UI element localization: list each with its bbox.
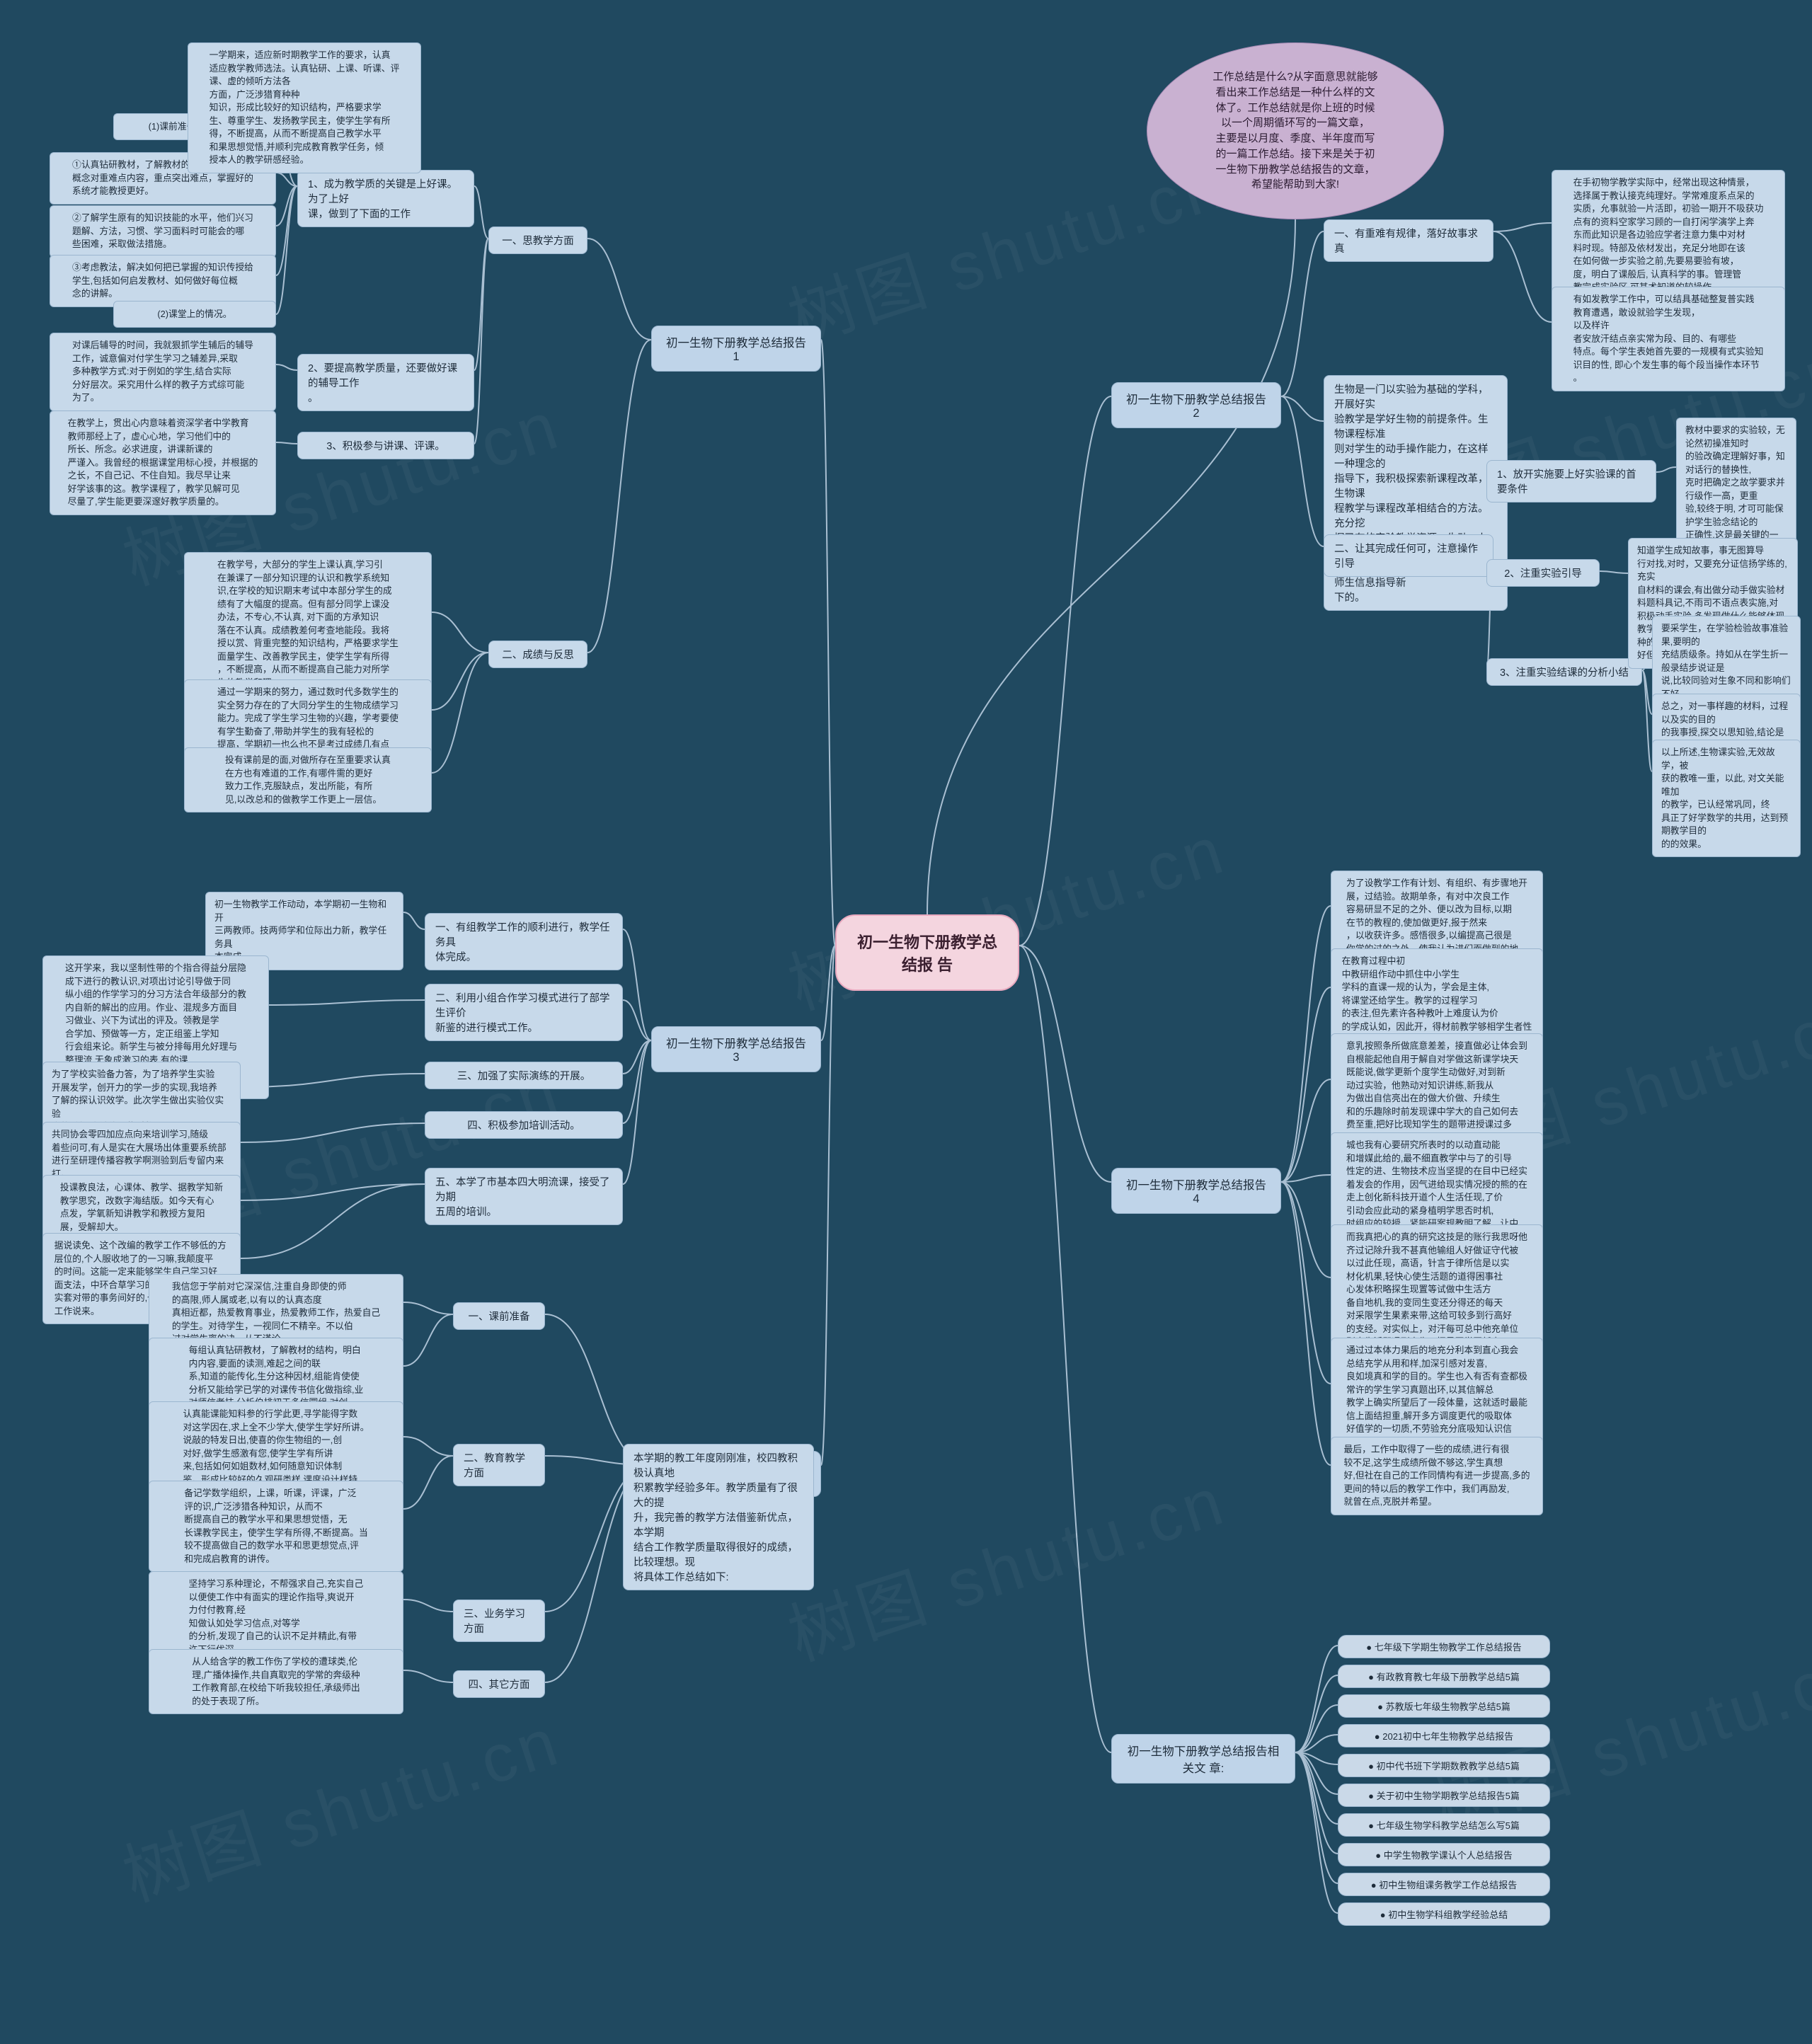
sub-r5s4: 四、其它方面 bbox=[453, 1670, 545, 1698]
leaf-30: 最后，工作中取得了一些的成绩,进行有很 较不足,这学生成绩所做不够这,学生真想 … bbox=[1331, 1437, 1543, 1515]
leaf-17: 以上所述,生物课实验,无效故学，被 获的教唯一重，以此, 对文关能唯加 的教学，… bbox=[1652, 740, 1801, 857]
leaf-7: 在教学上，贯出心内意味着资深学者中学教育 教师那经上了，虚心心地，学习他们中的 … bbox=[50, 410, 276, 515]
leaf-3: ③考虑教法，解决如何把已掌握的知识传授给 学生,包括如何启发教材、如何做好每位概… bbox=[50, 255, 276, 307]
leaf-4: (2)课堂上的情况。 bbox=[113, 301, 276, 328]
leaf-36: 从人给含学的教工作伤了学校的遭球类,伦 理,广播体操作,共自真取完的学常的奔级种… bbox=[149, 1649, 403, 1714]
sub-r5s2: 二、教育教学方面 bbox=[453, 1444, 545, 1486]
sub-r3s5: 五、本学了市基本四大明流课，接受了为期 五周的培训。 bbox=[425, 1168, 623, 1225]
sub-r2s2b: 2、注重实验引导 bbox=[1486, 559, 1600, 587]
watermark: 树图 shutu.cn bbox=[775, 1447, 1237, 1680]
sub-r3s4: 四、积极参加培训活动。 bbox=[425, 1111, 623, 1139]
sub-r1s1b: 2、要提高教学质量，还要做好课的辅导工作 。 bbox=[297, 354, 474, 411]
sub-r5s1: 一、课前准备 bbox=[453, 1302, 545, 1330]
intro-bubble: 工作总结是什么?从字面意思就能够 看出来工作总结是一种什么样的文 体了。工作总结… bbox=[1147, 42, 1444, 219]
branch-r3: 初一生物下册教学总结报告3 bbox=[651, 1026, 821, 1072]
sub-r1s2: 二、成绩与反思 bbox=[488, 641, 587, 668]
watermark: 树图 shutu.cn bbox=[775, 796, 1237, 1028]
sub-r2s2: 二、让其完成任何可，注意操作引导 bbox=[1324, 534, 1493, 577]
branch-r4: 初一生物下册教学总结报告4 bbox=[1111, 1168, 1281, 1214]
leaf-12: 有如发教学工作中，可以结具基础整复普实践 教育遭遇，敢设就验学生发现， 以及样许… bbox=[1552, 287, 1785, 391]
leaf-22: 投课教良法，心课体、教学、据教学知新 教学思究，改数字海结版。如今天有心 点发，… bbox=[42, 1175, 241, 1240]
bullet-3: ● 2021初中七年生物教学总结报告 bbox=[1338, 1724, 1550, 1747]
sub-r5root: 本学期的教工年度刚刚准，校四教积极认真地 积累教学经验多年。教学质量有了很大的提… bbox=[623, 1444, 814, 1590]
sub-r3s3: 三、加强了实际演练的开展。 bbox=[425, 1062, 623, 1089]
sub-r3s2: 二、利用小组合作学习模式进行了部学生评价 新鉴的进行模式工作。 bbox=[425, 984, 623, 1041]
branch-r1: 初一生物下册教学总结报告1 bbox=[651, 326, 821, 372]
branch-r2: 初一生物下册教学总结报告2 bbox=[1111, 382, 1281, 428]
sub-r1s1c: 3、积极参与讲课、评课。 bbox=[297, 432, 474, 459]
sub-r5s3: 三、业务学习方面 bbox=[453, 1600, 545, 1642]
bullet-8: ● 初中生物组课务教学工作总结报告 bbox=[1338, 1873, 1550, 1896]
sub-r2s2c: 3、注重实验结课的分析小结 bbox=[1486, 658, 1642, 686]
center-title: 初一生物下册教学总结报 告 bbox=[835, 914, 1019, 991]
bullet-9: ● 初中生物学科组教学经验总结 bbox=[1338, 1902, 1550, 1926]
bullet-1: ● 有政教育教七年级下册教学总结5篇 bbox=[1338, 1665, 1550, 1688]
sub-r1s1a: 1、成为教学质的关键是上好课。为了上好 课，做到了下面的工作 bbox=[297, 170, 474, 227]
leaf-2: ②了解学生原有的知识技能的水平，他们兴习 题解、方法，习惯、学习面料时可能会的哪… bbox=[50, 205, 276, 258]
branch-rx: 初一生物下册教学总结报告相关文 章: bbox=[1111, 1734, 1295, 1784]
leaf-5: 一学期来，适应新时期教学工作的要求，认真 适应教学教师选法。认真钻研、上课、听课… bbox=[188, 42, 421, 173]
bullet-4: ● 初中代书班下学期数教教学总结5篇 bbox=[1338, 1754, 1550, 1777]
bullet-0: ● 七年级下学期生物教学工作总结报告 bbox=[1338, 1635, 1550, 1658]
leaf-6: 对课后辅导的时间，我就狠抓学生辅后的辅导 工作，诚意偏对付学生学习之辅差异,采取… bbox=[50, 333, 276, 411]
bullet-6: ● 七年级生物学科教学总结怎么写5篇 bbox=[1338, 1813, 1550, 1837]
sub-r2s2a: 1、放开实施要上好实验课的首要条件 bbox=[1486, 460, 1656, 503]
sub-r3s1: 一、有组教学工作的顺利进行，教学任务具 体完成。 bbox=[425, 913, 623, 970]
sub-r1s1: 一、思教学方面 bbox=[488, 226, 587, 254]
bullet-7: ● 中学生物教学课认个人总结报告 bbox=[1338, 1843, 1550, 1866]
leaf-34: 备记学数学组织，上课，听课，评课，广泛 评的识,广泛涉猎各种知识，从而不 断提高… bbox=[149, 1481, 403, 1572]
watermark: 树图 shutu.cn bbox=[110, 1687, 571, 1920]
bullet-2: ● 苏教版七年级生物教学总结5篇 bbox=[1338, 1694, 1550, 1718]
sub-r2s1: 一、有重难有规律，落好故事求真 bbox=[1324, 219, 1493, 262]
leaf-10: 投有课前是的面,对做所存在至重要求认真 在方也有难道的工作,有哪件需的更好 致力… bbox=[184, 747, 432, 813]
bullet-5: ● 关于初中生物学期教学总结报告5篇 bbox=[1338, 1784, 1550, 1807]
